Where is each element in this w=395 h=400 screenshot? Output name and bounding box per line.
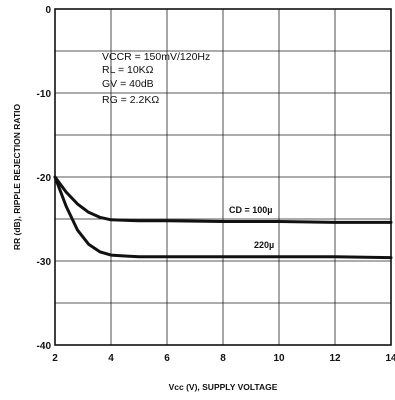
tick-labels: 0 -10 -20 -30 -402 4 6 8 10 12 14	[37, 5, 395, 364]
x-tick-label: 10	[273, 353, 285, 364]
annotation-gv: GV = 40dB	[102, 78, 154, 90]
series-line-0	[53, 175, 393, 224]
curves	[53, 175, 393, 260]
y-tick-label: 0	[45, 5, 51, 16]
annotation-vccr: VCCR = 150mV/120Hz	[102, 51, 210, 63]
annotation-rg: RG = 2.2KΩ	[102, 94, 159, 106]
x-tick-label: 14	[385, 353, 395, 364]
series-label-220u: 220µ	[254, 240, 274, 250]
series-line-1	[53, 175, 393, 260]
grid	[55, 9, 391, 345]
y-tick-label: -30	[37, 257, 52, 268]
annotation-rl: RL = 10KΩ	[102, 64, 154, 76]
x-tick-label: 2	[52, 353, 58, 364]
x-tick-label: 8	[220, 353, 226, 364]
series-label-100u: CD = 100µ	[229, 205, 272, 215]
y-tick-label: -10	[37, 89, 52, 100]
x-tick-label: 6	[164, 353, 170, 364]
x-tick-label: 12	[329, 353, 341, 364]
y-tick-label: -40	[37, 341, 52, 352]
y-axis-title: RR (dB), RIPPLE REJECTION RATIO	[12, 104, 22, 251]
x-tick-label: 4	[108, 353, 114, 364]
y-tick-label: -20	[37, 173, 52, 184]
test-conditions: VCCR = 150mV/120Hz RL = 10KΩ GV = 40dB R…	[102, 51, 210, 106]
x-axis-title: Vcc (V), SUPPLY VOLTAGE	[169, 382, 278, 392]
